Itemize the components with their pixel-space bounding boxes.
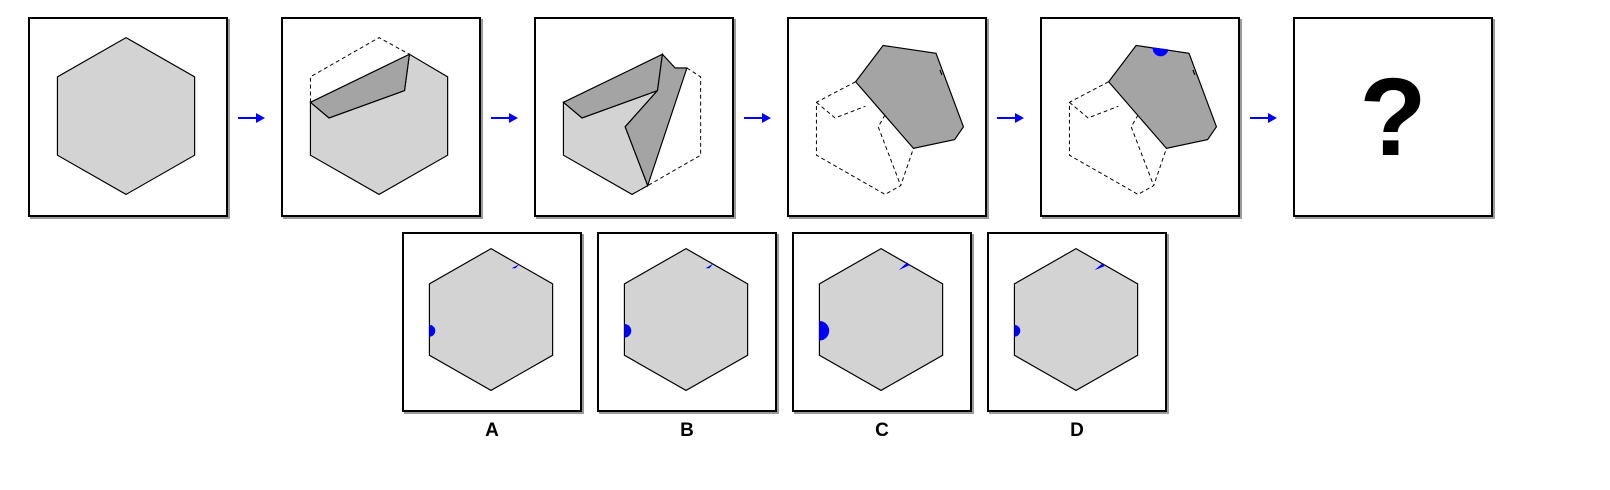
question-mark: ? (1295, 19, 1491, 215)
folded-flap (856, 45, 964, 148)
option-label-b: B (667, 420, 707, 442)
arrow-right-icon (491, 112, 519, 124)
unfolded-hexagon (624, 249, 747, 391)
unfolded-hexagon (819, 249, 942, 391)
hexagon-figure (30, 19, 226, 215)
fold-step-figure (789, 19, 985, 215)
option-b[interactable] (597, 232, 777, 412)
fold-outline-dashed (1069, 102, 1118, 118)
option-c-figure (794, 234, 970, 410)
arrow-right-icon (238, 112, 266, 124)
unfolded-hexagon (429, 249, 552, 391)
option-d-figure (989, 234, 1165, 410)
arrow-right-icon (997, 112, 1025, 124)
option-a[interactable] (402, 232, 582, 412)
sequence-step-unknown: ? (1293, 17, 1493, 217)
arrow-right-icon (1250, 112, 1278, 124)
folded-flap (1109, 45, 1217, 148)
fold-step-figure (536, 19, 732, 215)
fold-step-figure (1042, 19, 1238, 215)
option-c[interactable] (792, 232, 972, 412)
fold-step-figure (283, 19, 479, 215)
sequence-step-4 (787, 17, 987, 217)
option-a-figure (404, 234, 580, 410)
hexagon (57, 38, 194, 195)
option-label-c: C (862, 420, 902, 442)
option-b-figure (599, 234, 775, 410)
unfolded-hexagon (1014, 249, 1137, 391)
sequence-step-5 (1040, 17, 1240, 217)
option-label-a: A (472, 420, 512, 442)
arrow-right-icon (744, 112, 772, 124)
option-label-d: D (1057, 420, 1097, 442)
fold-outline-dashed (816, 102, 865, 118)
sequence-step-1 (28, 17, 228, 217)
option-d[interactable] (987, 232, 1167, 412)
sequence-step-2 (281, 17, 481, 217)
sequence-step-3 (534, 17, 734, 217)
